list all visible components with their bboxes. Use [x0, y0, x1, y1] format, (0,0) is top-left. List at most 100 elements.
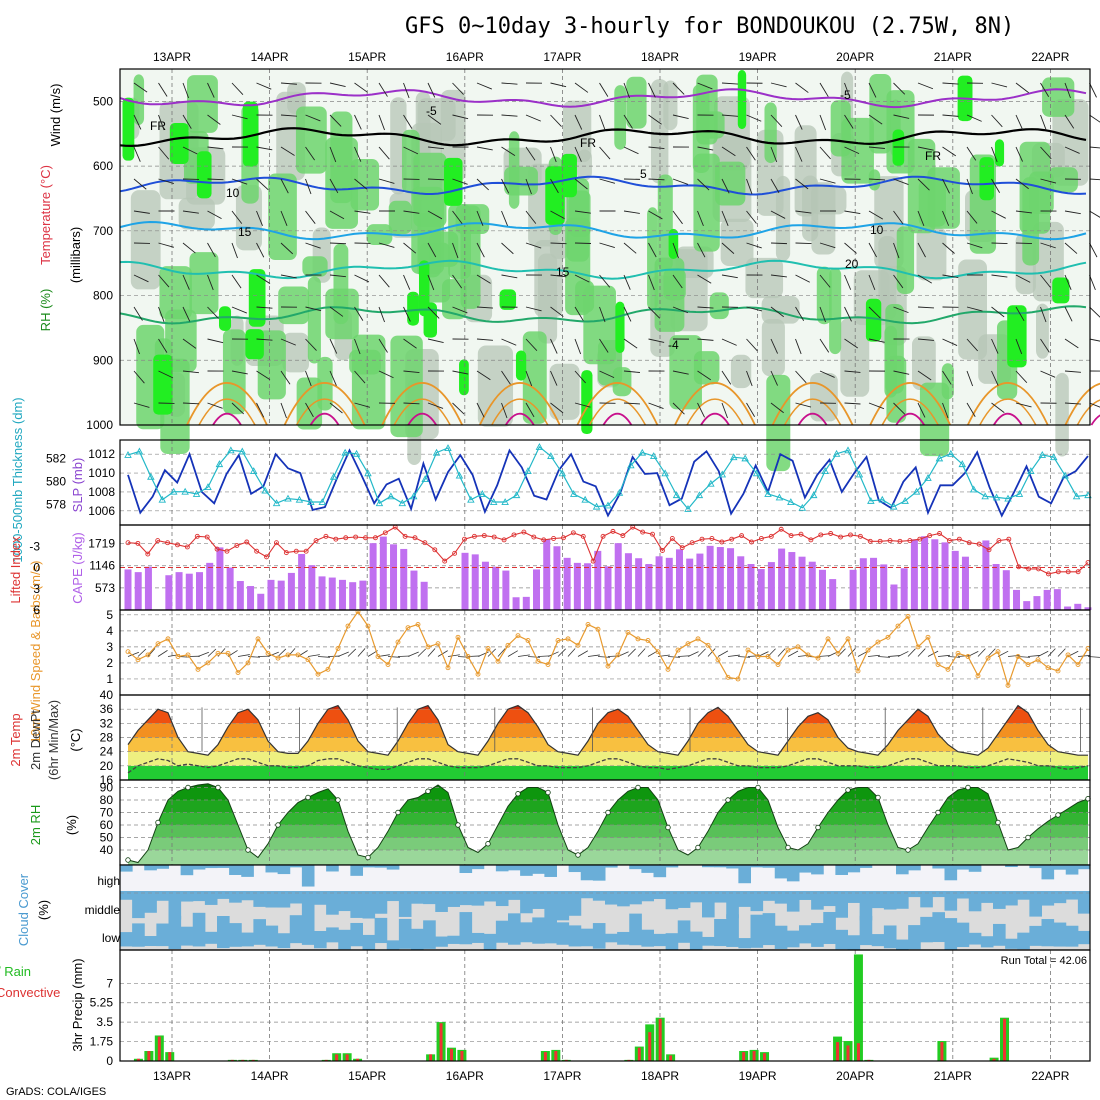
temp-band: [128, 751, 1088, 766]
li-point: [521, 529, 527, 535]
precip-convective-bar: [648, 1032, 652, 1061]
cloud-low-cell: [811, 923, 824, 947]
cape-bar: [900, 568, 908, 610]
wind-barb: [991, 178, 1001, 194]
li-point: [471, 533, 477, 539]
wind-barb: [1015, 402, 1032, 408]
cloud-high-cell: [847, 865, 861, 873]
wind-barb: [599, 370, 615, 379]
wind-barb: [1040, 306, 1047, 323]
wind10m-point: [735, 676, 741, 682]
thickness-point: [467, 495, 475, 503]
wind10m-barb: [1007, 654, 1020, 657]
wind-barb: [574, 178, 588, 190]
li-point: [412, 535, 418, 541]
rh-shade-green: [766, 374, 791, 472]
wind10m-point: [155, 641, 161, 647]
cloud-high-cell: [580, 865, 594, 881]
thickness-point: [227, 446, 235, 454]
wind-barb: [427, 338, 444, 343]
wind-barb: [623, 338, 638, 349]
wind-barb: [329, 82, 346, 88]
cloud-middle-cell: [774, 891, 788, 904]
wind10m-barb: [987, 648, 996, 657]
rh-shade-bright: [865, 298, 882, 342]
cloud-middle-cell: [520, 891, 533, 914]
wind-barb: [942, 210, 950, 226]
wind-barb: [476, 370, 491, 381]
thickness-point: [775, 493, 784, 501]
wind-barb: [207, 402, 223, 409]
cape-bar: [461, 552, 469, 610]
cloud-low-cell: [774, 925, 788, 949]
wind-barb: [403, 370, 420, 374]
wind10m-barb: [277, 648, 287, 657]
wind-barb: [893, 210, 904, 225]
date-tick-label-bottom: 15APR: [348, 1069, 386, 1083]
cloud-middle-cell: [592, 891, 606, 901]
cape-bar: [880, 564, 888, 610]
cape-bar: [818, 569, 826, 610]
cloud-low-cell: [508, 913, 521, 945]
cloud-low-cell: [1005, 938, 1018, 949]
cloud-low-cell: [180, 926, 194, 946]
wind10m-point: [845, 636, 851, 642]
wind-barb: [819, 370, 835, 378]
wind-barb: [403, 402, 420, 405]
wind10m-point: [835, 650, 841, 656]
cape-bar: [573, 562, 581, 610]
wind10m-barb: [587, 654, 600, 657]
wind10m-point: [385, 662, 391, 667]
wind-barb: [256, 338, 273, 341]
cloud-high-cell: [835, 865, 848, 875]
cape-bar: [992, 564, 1000, 610]
precip-tick-label: 3.5: [96, 1015, 113, 1029]
chart-title: GFS 0~10day 3-hourly for BONDOUKOU (2.75…: [405, 14, 1014, 39]
wind-barb: [1040, 338, 1050, 353]
isotherm-arch: [491, 398, 549, 426]
cloud-low-cell: [156, 923, 169, 947]
precip-convective-bar: [637, 1047, 641, 1061]
thickness-point: [135, 447, 144, 455]
rh-shade-green: [522, 331, 547, 424]
cloud-low-cell: [386, 940, 400, 950]
wind-barb: [182, 210, 199, 214]
cloud-low-cell: [350, 922, 363, 947]
wind-barb: [648, 210, 663, 220]
wind-barb: [501, 210, 508, 226]
wind-barb: [991, 338, 999, 354]
thickness-point: [569, 490, 578, 497]
cape-bar: [961, 556, 969, 610]
cloud-low-cell: [677, 920, 691, 943]
wind-barb: [476, 338, 493, 341]
li-point: [857, 533, 863, 539]
cloud-middle-cell: [944, 891, 958, 911]
wind10m-point: [525, 638, 531, 643]
cloud-middle-cell: [1017, 891, 1030, 900]
wind-barb: [1089, 242, 1098, 258]
wind-barb: [329, 242, 347, 245]
cloud-middle-cell: [847, 891, 861, 903]
wind-barb: [770, 114, 783, 128]
li-point: [798, 531, 804, 537]
cloud-low-cell: [447, 935, 460, 944]
wind-barb: [868, 114, 883, 125]
wind-barb: [648, 82, 656, 98]
rh-shade-grey: [1036, 303, 1049, 359]
cloud-low-cell: [1029, 925, 1042, 946]
wind10m-point: [285, 652, 291, 658]
cloud-middle-cell: [1005, 891, 1018, 906]
wind-barb: [476, 242, 485, 258]
wind10m-point: [315, 671, 321, 677]
wind10m-point: [675, 647, 681, 653]
cape-bar: [134, 572, 142, 610]
wind-barb: [844, 402, 861, 405]
cloud-low-cell: [726, 914, 739, 947]
wind-barb: [476, 146, 493, 151]
thickness-point: [1038, 450, 1047, 458]
wind-barb: [329, 370, 337, 386]
wind-barb: [942, 82, 959, 85]
li-point: [699, 536, 705, 542]
wind-barb: [966, 306, 983, 312]
cape-bar: [318, 576, 326, 610]
